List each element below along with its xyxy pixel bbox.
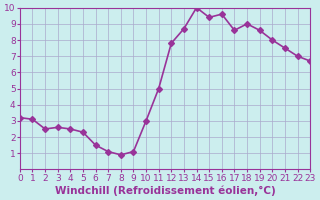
X-axis label: Windchill (Refroidissement éolien,°C): Windchill (Refroidissement éolien,°C)	[55, 185, 276, 196]
